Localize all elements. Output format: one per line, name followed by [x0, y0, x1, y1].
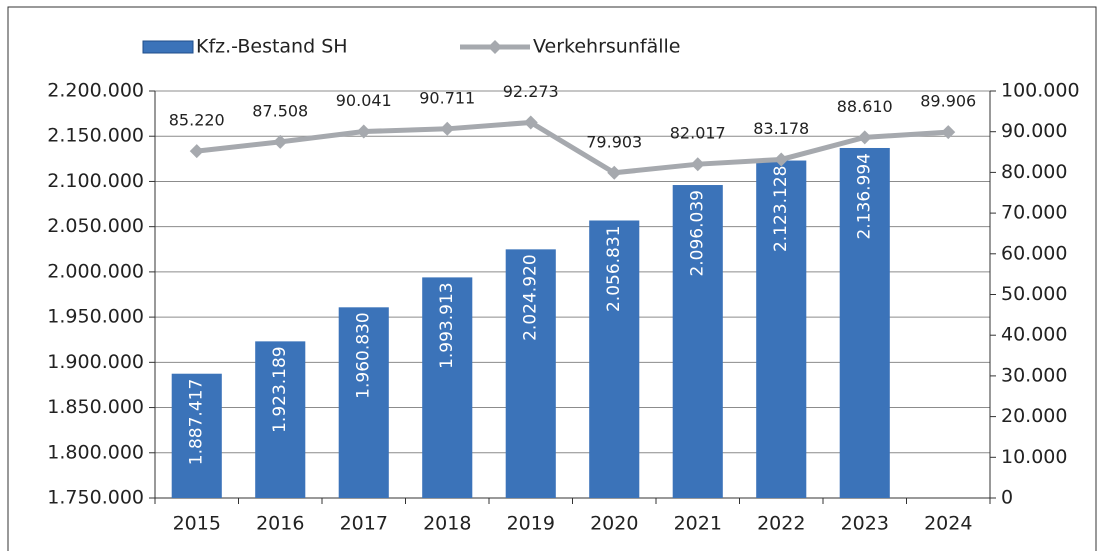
line-value-label: 89.906 — [920, 92, 976, 111]
x-tick-label: 2023 — [841, 513, 889, 535]
y2-tick-label: 60.000 — [1001, 242, 1067, 264]
line-marker — [356, 124, 371, 139]
bar-value-label: 1.993.913 — [437, 282, 457, 369]
line-marker — [607, 165, 622, 180]
y2-tick-label: 20.000 — [1001, 405, 1067, 427]
y-tick-label: 1.750.000 — [47, 487, 144, 509]
bar-value-label: 2.136.994 — [855, 153, 875, 240]
line-marker — [523, 115, 538, 130]
bar — [589, 220, 640, 498]
y2-tick-label: 40.000 — [1001, 324, 1067, 346]
y-tick-label: 1.850.000 — [47, 396, 144, 418]
bar-value-label: 1.887.417 — [187, 379, 207, 466]
bar — [839, 147, 890, 499]
chart-border — [7, 6, 1097, 551]
x-tick-label: 2019 — [507, 513, 555, 535]
x-tick-label: 2022 — [757, 513, 805, 535]
y-tick-label: 1.900.000 — [47, 351, 144, 373]
bar-value-label: 2.056.831 — [604, 225, 624, 312]
y-tick-label: 2.200.000 — [47, 80, 144, 102]
y2-tick-label: 10.000 — [1001, 446, 1067, 468]
line-value-label: 87.508 — [252, 101, 308, 120]
bar — [422, 277, 473, 498]
x-tick-label: 2018 — [423, 513, 471, 535]
line-marker — [189, 144, 204, 159]
line-marker — [857, 130, 872, 145]
x-tick-label: 2021 — [674, 513, 722, 535]
bar-value-label: 1.960.830 — [354, 312, 374, 399]
legend-swatch — [142, 40, 194, 54]
y2-tick-label: 30.000 — [1001, 364, 1067, 386]
line — [196, 119, 949, 176]
x-tick-label: 2016 — [256, 513, 304, 535]
legend-label: Verkehrsunfälle — [533, 36, 680, 58]
y2-tick-label: 0 — [1001, 487, 1013, 509]
line-value-label: 83.178 — [753, 119, 809, 138]
y-tick-label: 2.150.000 — [47, 125, 144, 147]
bar — [505, 249, 556, 498]
y2-tick-label: 100.000 — [1001, 80, 1080, 102]
y2-tick-label: 90.000 — [1001, 120, 1067, 142]
bar — [756, 160, 807, 498]
bar — [672, 185, 723, 498]
y2-tick-label: 70.000 — [1001, 202, 1067, 224]
line-marker — [273, 134, 288, 149]
y2-tick-label: 50.000 — [1001, 283, 1067, 305]
y-tick-label: 2.000.000 — [47, 260, 144, 282]
line-value-label: 90.711 — [419, 88, 475, 107]
line-value-label: 79.903 — [586, 132, 642, 151]
line-value-label: 90.041 — [336, 91, 392, 110]
y-tick-label: 1.950.000 — [47, 306, 144, 328]
y-tick-label: 1.800.000 — [47, 441, 144, 463]
bar-value-label: 2.024.920 — [521, 254, 541, 341]
line-value-label: 88.610 — [837, 97, 893, 116]
line-marker — [774, 152, 789, 167]
bar-value-label: 1.923.189 — [270, 346, 290, 433]
x-tick-label: 2017 — [340, 513, 388, 535]
bar — [255, 341, 306, 498]
x-tick-label: 2020 — [590, 513, 638, 535]
x-tick-label: 2024 — [924, 513, 972, 535]
y-tick-label: 2.050.000 — [47, 215, 144, 237]
bar-value-label: 2.096.039 — [688, 190, 708, 277]
line-marker — [941, 125, 956, 140]
line-value-label: 85.220 — [169, 111, 225, 130]
x-tick-label: 2015 — [173, 513, 221, 535]
y2-tick-label: 80.000 — [1001, 161, 1067, 183]
legend-label: Kfz.-Bestand SH — [196, 36, 348, 58]
line-marker — [690, 157, 705, 172]
bar — [171, 373, 222, 498]
legend-marker — [488, 40, 502, 54]
bar — [338, 307, 389, 498]
line-marker — [440, 121, 455, 136]
bar-value-label: 2.123.128 — [771, 166, 791, 253]
y-tick-label: 2.100.000 — [47, 170, 144, 192]
line-value-label: 82.017 — [670, 124, 726, 143]
line-value-label: 92.273 — [503, 82, 559, 101]
